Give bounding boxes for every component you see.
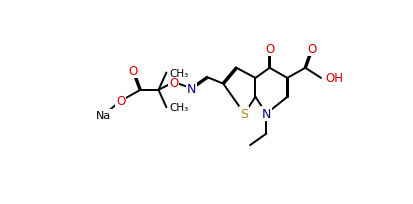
Text: O: O	[307, 42, 316, 55]
Text: OH: OH	[324, 72, 342, 85]
Text: O: O	[116, 95, 125, 108]
Text: N: N	[187, 82, 196, 95]
Text: O: O	[264, 42, 273, 55]
Text: Na: Na	[95, 111, 111, 121]
Text: S: S	[240, 108, 248, 121]
Text: CH₃: CH₃	[169, 68, 188, 78]
Text: N: N	[261, 108, 271, 121]
Text: CH₃: CH₃	[169, 103, 188, 113]
Text: O: O	[169, 76, 178, 89]
Text: O: O	[128, 65, 138, 78]
